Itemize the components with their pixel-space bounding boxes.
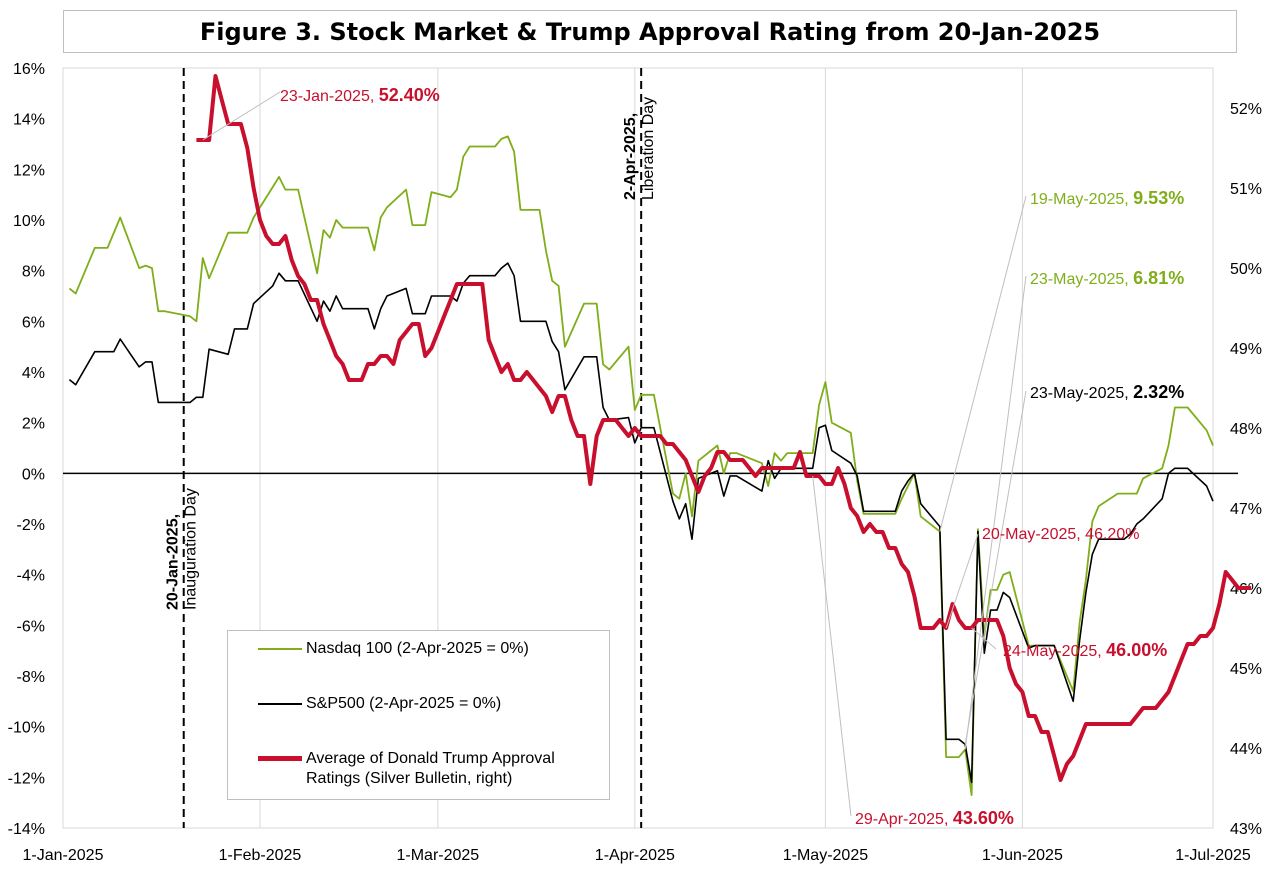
- y-left-tick-label: 16%: [13, 61, 45, 78]
- annotation-date: 24-May-2025,: [1003, 643, 1106, 660]
- legend-item-nasdaq: Nasdaq 100 (2-Apr-2025 = 0%): [258, 639, 529, 659]
- y-left-tick-label: 4%: [22, 365, 45, 382]
- annotation-label: 20-May-2025, 46.20%: [982, 526, 1139, 543]
- annotation-date: 23-May-2025,: [1030, 271, 1133, 288]
- chart-legend: Nasdaq 100 (2-Apr-2025 = 0%) S&P500 (2-A…: [227, 630, 610, 800]
- annotation-leader: [971, 627, 997, 650]
- y-right-tick-label: 47%: [1230, 501, 1262, 518]
- annotation-value: 43.60%: [953, 808, 1014, 828]
- annotation-leader: [964, 275, 1027, 750]
- y-left-tick-label: -2%: [17, 517, 45, 534]
- y-left-tick-label: 10%: [13, 213, 45, 230]
- y-left-tick-label: -12%: [8, 770, 45, 787]
- legend-swatch-approval: [258, 756, 302, 761]
- annotation-leader: [939, 195, 1027, 532]
- x-tick-label: 1-Jul-2025: [1175, 847, 1251, 864]
- y-right-tick-label: 45%: [1230, 661, 1262, 678]
- y-right-tick-label: 43%: [1230, 821, 1262, 838]
- annotation-date: 19-May-2025,: [1030, 191, 1133, 208]
- y-left-tick-label: -10%: [8, 720, 45, 737]
- event-label-date: 2-Apr-2025,: [622, 113, 639, 200]
- annotation-label: 23-May-2025, 6.81%: [1030, 268, 1184, 288]
- annotation-value: 52.40%: [379, 85, 440, 105]
- x-tick-label: 1-Feb-2025: [219, 847, 302, 864]
- event-label: 2-Apr-2025,Liberation Day: [622, 97, 657, 200]
- event-label-date: 20-Jan-2025,: [165, 514, 182, 610]
- x-tick-label: 1-May-2025: [783, 847, 868, 864]
- annotation-date: 23-May-2025,: [1030, 385, 1133, 402]
- y-left-tick-label: -4%: [17, 568, 45, 585]
- legend-swatch-sp500: [258, 703, 302, 705]
- annotation-label: 23-Jan-2025, 52.40%: [280, 85, 440, 105]
- annotation-leader: [945, 533, 979, 629]
- annotation-value: 6.81%: [1133, 268, 1184, 288]
- x-tick-label: 1-Jun-2025: [982, 847, 1063, 864]
- legend-label-sp500: S&P500 (2-Apr-2025 = 0%): [306, 695, 502, 712]
- y-left-tick-label: 8%: [22, 264, 45, 281]
- annotation-leader: [202, 91, 281, 141]
- annotation-label: 19-May-2025, 9.53%: [1030, 188, 1184, 208]
- y-left-tick-label: 12%: [13, 162, 45, 179]
- annotation-value: 9.53%: [1133, 188, 1184, 208]
- y-right-tick-label: 50%: [1230, 261, 1262, 278]
- annotation-label: 24-May-2025, 46.00%: [1003, 640, 1167, 660]
- legend-swatch-nasdaq: [258, 648, 302, 650]
- annotation-leader: [812, 475, 852, 817]
- y-left-tick-label: -8%: [17, 669, 45, 686]
- event-label-text: Liberation Day: [640, 97, 657, 200]
- legend-item-sp500: S&P500 (2-Apr-2025 = 0%): [258, 694, 501, 714]
- y-right-tick-label: 44%: [1230, 741, 1262, 758]
- annotation-value: 46.20%: [1085, 526, 1139, 543]
- annotation-label: 23-May-2025, 2.32%: [1030, 382, 1184, 402]
- annotation-leader: [964, 390, 1027, 745]
- y-left-tick-label: -6%: [17, 618, 45, 635]
- annotation-value: 46.00%: [1106, 640, 1167, 660]
- chart-title: Figure 3. Stock Market & Trump Approval …: [63, 10, 1237, 53]
- y-left-tick-label: 0%: [22, 466, 45, 483]
- annotation-date: 23-Jan-2025,: [280, 88, 379, 105]
- series-line-nasdaq: [68, 135, 1214, 796]
- x-tick-label: 1-Jan-2025: [23, 847, 104, 864]
- y-left-tick-label: 6%: [22, 314, 45, 331]
- legend-item-approval: Average of Donald Trump Approval Ratings…: [258, 749, 555, 789]
- legend-label-nasdaq: Nasdaq 100 (2-Apr-2025 = 0%): [306, 640, 529, 657]
- legend-label-approval: Average of Donald Trump Approval Ratings…: [306, 750, 555, 787]
- x-tick-label: 1-Mar-2025: [397, 847, 480, 864]
- y-left-tick-label: 14%: [13, 112, 45, 129]
- y-right-tick-label: 51%: [1230, 181, 1262, 198]
- series-line-sp500: [68, 262, 1214, 784]
- annotation-date: 20-May-2025,: [982, 526, 1085, 543]
- x-tick-label: 1-Apr-2025: [595, 847, 675, 864]
- y-right-tick-label: 52%: [1230, 101, 1262, 118]
- annotation-label: 29-Apr-2025, 43.60%: [855, 808, 1014, 828]
- y-left-tick-label: 2%: [22, 416, 45, 433]
- event-label: 20-Jan-2025,Inauguration Day: [165, 488, 200, 610]
- annotation-value: 2.32%: [1133, 382, 1184, 402]
- annotation-date: 29-Apr-2025,: [855, 811, 953, 828]
- series-line-approval: [196, 74, 1252, 782]
- y-right-tick-label: 49%: [1230, 341, 1262, 358]
- event-label-text: Inauguration Day: [183, 488, 200, 610]
- y-left-tick-label: -14%: [8, 821, 45, 838]
- y-right-tick-label: 48%: [1230, 421, 1262, 438]
